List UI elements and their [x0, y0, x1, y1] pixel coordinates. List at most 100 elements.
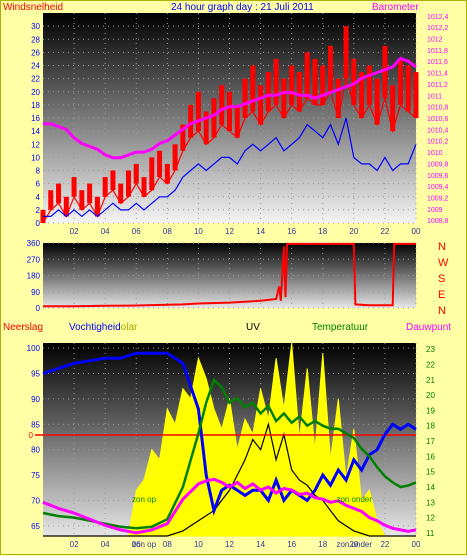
- humidity-y-tick-label: 75: [31, 471, 40, 480]
- wind-x-tick-label: 18: [318, 227, 327, 236]
- gust-bar: [227, 91, 232, 132]
- gust-bar: [335, 78, 341, 118]
- gust-bar: [289, 65, 295, 105]
- gust-bar: [343, 26, 349, 79]
- wind-y-tick-label: 4: [36, 193, 41, 202]
- barometer-y-tick-label: 1011,8: [427, 48, 448, 55]
- wind-x-tick-label: 14: [256, 227, 265, 236]
- temperature-y-tick-label: 23: [426, 345, 435, 354]
- gust-bar: [164, 163, 170, 184]
- gust-bar: [382, 45, 388, 99]
- gust-bar: [110, 170, 116, 191]
- uv-line: [43, 421, 416, 537]
- humidity-x-tick-label: 20: [349, 540, 358, 549]
- wind-y-tick-label: 28: [31, 35, 40, 44]
- humidity-y-tick-label: 65: [31, 522, 40, 531]
- barometer-y-tick-label: 1012,2: [427, 25, 449, 32]
- temperature-y-tick-label: 17: [426, 437, 435, 446]
- temperature-y-tick-label: 18: [426, 422, 435, 431]
- gust-bar: [234, 104, 240, 138]
- humidity-x-tick-label: 10: [194, 540, 203, 549]
- gust-bar: [242, 78, 248, 118]
- wind-x-tick-label: 22: [380, 227, 389, 236]
- wind-x-tick-label: 00: [412, 227, 421, 236]
- sunset-label: zon onder: [336, 495, 372, 504]
- humidity-x-tick-label: 02: [70, 540, 79, 549]
- wind-y-tick-label: 20: [31, 88, 40, 97]
- wind-y-tick-label: 14: [31, 127, 40, 136]
- barometer-y-tick-label: 1009,4: [427, 184, 449, 191]
- wind-y-tick-label: 2: [36, 206, 41, 215]
- barometer-y-tick-label: 1012,4: [427, 14, 449, 21]
- barometer-y-tick-label: 1009: [427, 207, 443, 214]
- gust-bar: [374, 78, 380, 125]
- gust-bar: [273, 58, 279, 105]
- chart-title: 24 hour graph day : 21 Juli 2011: [171, 2, 314, 13]
- humidity-x-tick-label: 22: [380, 540, 389, 549]
- wind-x-tick-label: 16: [287, 227, 296, 236]
- gust-bar: [250, 65, 256, 112]
- wind-y-tick-label: 30: [31, 22, 40, 31]
- wind-x-tick-label: 10: [194, 227, 203, 236]
- gust-bar: [320, 65, 326, 105]
- gust-bar: [219, 85, 225, 125]
- direction-y-tick-label: 0: [36, 304, 41, 313]
- gust-bar: [71, 177, 77, 197]
- humidity-y-tick-label: 100: [27, 344, 41, 353]
- barometer-y-tick-label: 1009,2: [427, 195, 449, 202]
- barometer-y-tick-label: 1011,4: [427, 71, 448, 78]
- humidity-y-tick-label: 95: [31, 369, 40, 378]
- barometer-y-tick-label: 1012: [427, 37, 443, 44]
- gust-bar: [359, 72, 365, 118]
- dewpoint-label: Dauwpunt: [406, 322, 452, 333]
- gust-bar: [328, 45, 334, 92]
- barometer-y-tick-label: 1010,8: [427, 105, 449, 112]
- humidity-x-tick-label: 00: [412, 540, 421, 549]
- gust-bar: [211, 98, 217, 138]
- direction-y-tick-label: 270: [27, 255, 41, 264]
- compass-e: E: [438, 289, 446, 301]
- wind-x-tick-label: 06: [132, 227, 141, 236]
- gust-bar: [188, 104, 194, 138]
- humidity-x-tick-label: 06: [132, 540, 141, 549]
- wind-y-tick-label: 0: [36, 219, 41, 228]
- temperature-line: [42, 377, 417, 530]
- gust-bar: [48, 190, 54, 210]
- wind-x-tick-label: 04: [101, 227, 110, 236]
- humidity-x-tick-label: 14: [256, 540, 265, 549]
- barometer-line: [43, 56, 417, 160]
- gust-bar: [180, 124, 186, 151]
- precipitation-zero-label: 0: [29, 431, 34, 440]
- gust-bar: [366, 65, 372, 105]
- temperature-y-tick-label: 16: [426, 452, 435, 461]
- wind-y-tick-label: 12: [31, 140, 40, 149]
- temperature-y-tick-label: 11: [426, 529, 435, 538]
- solar-label: Solar: [114, 322, 138, 333]
- compass-n-top: N: [438, 241, 446, 253]
- barometer-y-tick-label: 1011: [427, 93, 442, 100]
- humidity-line: [42, 351, 417, 516]
- uv-label: UV: [246, 322, 260, 333]
- humidity-y-tick-label: 90: [31, 395, 40, 404]
- gust-bar: [149, 157, 155, 191]
- gust-bar: [390, 85, 396, 132]
- temperature-label: Temperatuur: [312, 322, 369, 333]
- gust-bar: [265, 72, 271, 112]
- wind-y-tick-label: 6: [36, 180, 41, 189]
- solar-area: [43, 342, 416, 537]
- barometer-y-tick-label: 1008,8: [427, 218, 449, 225]
- gust-bar: [281, 78, 287, 118]
- temperature-y-tick-label: 21: [426, 376, 435, 385]
- gust-bar: [102, 177, 108, 197]
- dewpoint-line: [42, 477, 417, 535]
- gust-bar: [405, 65, 411, 112]
- wind-y-tick-label: 8: [36, 167, 41, 176]
- gust-bar: [79, 190, 85, 210]
- temperature-y-tick-label: 15: [426, 468, 435, 477]
- wind-y-tick-label: 26: [31, 48, 40, 57]
- wind-y-tick-label: 24: [31, 62, 40, 71]
- gust-bar: [203, 111, 209, 145]
- humidity-label: Vochtigheid: [69, 322, 121, 334]
